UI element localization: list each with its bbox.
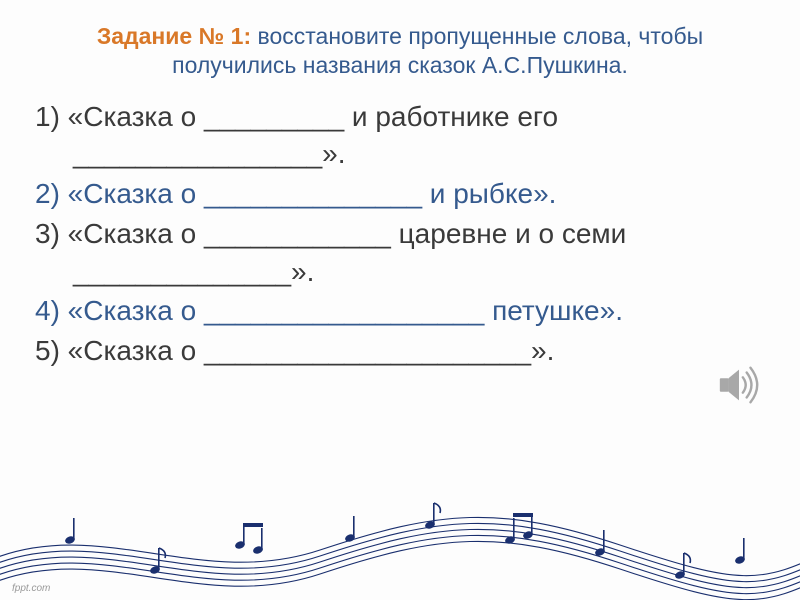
slide: Задание № 1: восстановите пропущенные сл… [0, 0, 800, 600]
list-item: 5) «Сказка о _____________________». [35, 332, 765, 370]
list-item: 1) «Сказка о _________ и работнике его _… [35, 98, 765, 174]
title-rest: восстановите пропущенные слова, чтобы по… [172, 23, 703, 78]
list-item: 4) «Сказка о __________________ петушке»… [35, 292, 765, 330]
music-wave-decoration [0, 490, 800, 600]
speaker-icon[interactable] [716, 362, 762, 408]
slide-title: Задание № 1: восстановите пропущенные сл… [35, 22, 765, 80]
logo-text: fppt.com [12, 583, 50, 594]
title-highlight: Задание № 1: [97, 23, 251, 49]
list-item: 3) «Сказка о ____________ царевне и о се… [35, 215, 765, 291]
content: 1) «Сказка о _________ и работнике его _… [35, 98, 765, 371]
list-item: 2) «Сказка о ______________ и рыбке». [35, 175, 765, 213]
